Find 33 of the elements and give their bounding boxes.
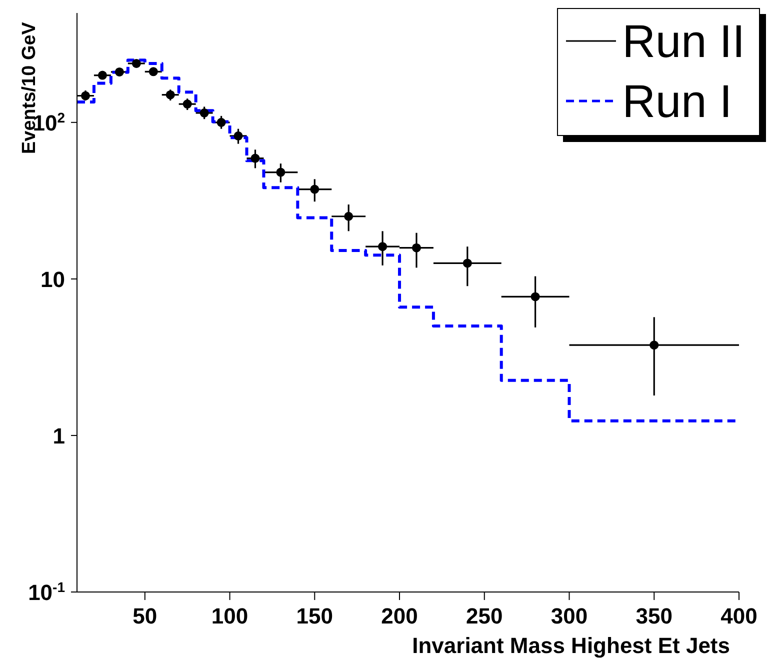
point — [166, 90, 175, 100]
point — [378, 242, 388, 252]
x-tick-label: 50 — [132, 604, 158, 629]
x-tick-label: 350 — [636, 604, 672, 629]
point — [250, 154, 260, 163]
point — [200, 108, 209, 118]
point — [412, 243, 421, 252]
x-tick-label: 250 — [466, 604, 503, 629]
point — [132, 58, 141, 68]
x-tick-label: 400 — [720, 604, 758, 629]
point — [310, 184, 320, 194]
x-tick-label: 150 — [296, 604, 333, 629]
legend-label: Run I — [622, 74, 732, 128]
point — [216, 118, 226, 127]
x-axis-title: Invariant Mass Highest Et Jets — [412, 633, 730, 658]
y-tick-label: 10 — [40, 266, 65, 292]
point — [98, 70, 107, 80]
x-tick-label: 100 — [211, 604, 248, 629]
point — [148, 67, 158, 76]
point — [80, 91, 90, 100]
x-tick-label: 300 — [550, 604, 588, 629]
point — [234, 131, 243, 140]
point — [114, 67, 124, 76]
point — [462, 258, 472, 268]
legend-label: Run II — [622, 14, 745, 68]
point — [650, 340, 659, 350]
point — [530, 292, 540, 302]
y-tick-label: 1 — [52, 423, 65, 448]
y-tick-label: 10$^{-1}$ — [28, 579, 66, 605]
x-tick-label: 200 — [381, 604, 418, 629]
point — [182, 100, 192, 109]
point — [344, 212, 354, 221]
point — [276, 168, 286, 177]
